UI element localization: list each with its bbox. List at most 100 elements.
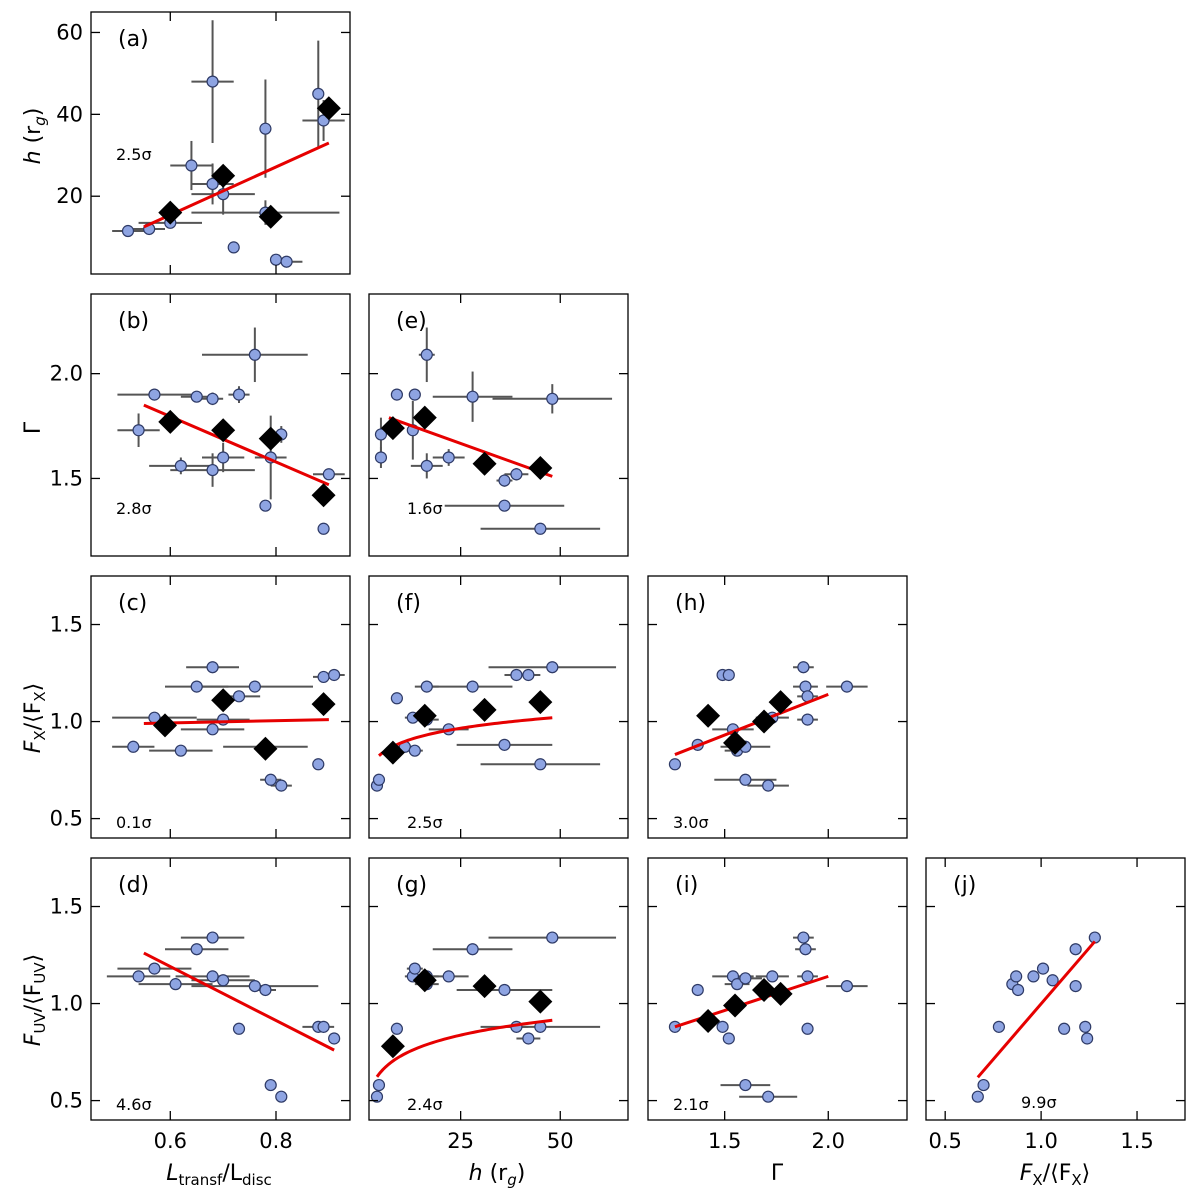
panel-i-plot-area: [668, 931, 868, 1103]
panel-e-mean-1: [412, 405, 437, 430]
y-axis-label-fuv: FUV/⟨FUV⟩: [21, 954, 49, 1046]
panel-h-mean-0: [696, 703, 721, 728]
panel-j-xtick-label-1: 1.0: [1024, 1129, 1057, 1153]
panel-e-point-1: [374, 451, 388, 464]
panel-e-point-6: [420, 459, 433, 472]
x-axis-label-gamma: Γ: [771, 1161, 784, 1186]
panel-b-mean-0: [158, 409, 183, 434]
panel-j-point-9: [1058, 1022, 1071, 1035]
panel-d-point-10: [264, 1078, 277, 1092]
panel-h-point-3: [722, 668, 735, 682]
panel-g-mean-2: [472, 974, 497, 999]
panel-j-point-12: [1079, 1020, 1092, 1033]
panel-f-point-10: [498, 738, 511, 751]
panel-a-point-4: [206, 75, 219, 88]
panel-c-fit-line: [143, 718, 329, 725]
panel-a-mean-0: [158, 200, 183, 225]
panel-a-significance: 2.5σ: [116, 145, 152, 164]
panel-e-point-5: [420, 348, 433, 361]
panel-i-point-8: [762, 1090, 775, 1103]
panel-e-point-13: [546, 392, 559, 405]
panel-c-mean-1: [211, 688, 236, 713]
panel-e-point-7: [442, 451, 455, 464]
panel-b-point-3: [190, 390, 203, 403]
panel-c-point-7: [232, 690, 246, 703]
panel-d-point-2: [169, 978, 182, 991]
panel-i-mean-2: [752, 977, 777, 1002]
panel-c-mean-2: [253, 736, 278, 761]
panel-h-fit-line: [674, 692, 829, 756]
panel-h-point-10: [797, 661, 810, 674]
panel-c-point-13: [317, 670, 330, 684]
panel-d-ytick-label-2: 1.5: [50, 895, 83, 919]
panel-i-letter: (i): [675, 873, 698, 898]
panel-i-point-3: [722, 1032, 735, 1045]
panel-f: (f) 2.5σ: [368, 575, 629, 839]
panel-e-mean-3: [528, 455, 553, 480]
panel-d-xtick-label-1: 0.8: [259, 1129, 292, 1153]
panel-d-significance: 4.6σ: [116, 1095, 152, 1114]
panel-a-point-10: [269, 253, 283, 266]
panel-a-frame: [90, 11, 351, 275]
panel-g-point-1: [372, 1078, 386, 1092]
panel-g-xtick-label-0: 25: [447, 1129, 474, 1153]
panel-d-point-1: [148, 962, 161, 975]
panel-b-ytick-label-0: 1.5: [50, 466, 83, 490]
y-axis-label-h: h (rg): [21, 108, 49, 165]
panel-d-point-9: [259, 983, 272, 997]
panel-e-significance: 1.6σ: [407, 499, 443, 518]
panel-b: 1.5 2.0 (b) 2.8σ: [50, 293, 351, 557]
panel-c-point-14: [328, 668, 341, 682]
panel-g-mean-3: [528, 989, 553, 1014]
panel-a-mean-2: [258, 204, 283, 229]
panel-h: (h) 3.0σ: [647, 575, 908, 839]
panel-j-point-13: [1081, 1032, 1094, 1045]
panel-a-point-5: [206, 177, 219, 191]
axis-labels-layer: h (rg) Γ FX/⟨FX⟩ FUV/⟨FUV⟩ Ltransf/Ldisc…: [21, 108, 1090, 1189]
panel-j-point-11: [1069, 943, 1082, 956]
panel-d-point-7: [232, 1022, 246, 1035]
x-axis-label-l: Ltransf/Ldisc: [166, 1161, 272, 1189]
panel-g-point-13: [546, 931, 559, 944]
panel-f-mean-2: [472, 697, 497, 722]
panel-a-point-8: [259, 122, 272, 135]
panel-g-mean-1: [412, 968, 437, 993]
panel-d-point-6: [217, 974, 230, 987]
panel-b-letter: (b): [118, 309, 149, 334]
panel-d-point-8: [248, 979, 261, 993]
panel-j-point-1: [977, 1078, 990, 1092]
panel-g-point-8: [466, 943, 479, 956]
panel-d-point-4: [206, 931, 219, 944]
panel-c-frame: [90, 575, 351, 839]
panel-g-point-0: [370, 1090, 384, 1103]
panel-g-xtick-label-1: 50: [547, 1129, 574, 1153]
panel-j-point-14: [1088, 931, 1101, 944]
panel-d-ytick-label-0: 0.5: [50, 1089, 83, 1113]
panel-g: 25 50 (g) 2.4σ: [368, 857, 629, 1153]
panel-b-point-2: [174, 459, 187, 472]
panel-e-letter: (e): [396, 309, 427, 334]
panel-i-mean-3: [768, 981, 793, 1006]
panel-b-point-1: [148, 388, 161, 401]
panel-a-point-11: [280, 255, 293, 268]
panel-h-point-11: [799, 680, 812, 693]
panel-i-point-7: [739, 972, 752, 985]
panel-a: 20 40 60 (a) 2.5σ: [56, 11, 351, 275]
panel-d-plot-area: [106, 931, 341, 1103]
panel-h-point-6: [739, 773, 752, 786]
panel-g-plot-area: [370, 931, 617, 1103]
panel-a-plot-area: [112, 20, 345, 268]
panel-g-point-11: [522, 1032, 535, 1045]
panel-i-point-12: [801, 970, 814, 983]
panel-j-letter: (j): [953, 873, 976, 898]
panel-j-point-4: [1010, 970, 1023, 983]
panel-b-point-8: [248, 348, 261, 361]
panel-i-xtick-label-0: 1.5: [708, 1129, 741, 1153]
panel-h-mean-3: [768, 690, 793, 715]
panel-e-point-9: [498, 474, 511, 487]
panel-j: 0.5 1.0 1.5 (j) 9.9σ: [925, 857, 1186, 1153]
panel-i-point-11: [799, 943, 812, 956]
panel-h-point-14: [840, 680, 854, 693]
panel-j-point-6: [1027, 970, 1040, 983]
panel-j-point-2: [992, 1020, 1006, 1033]
